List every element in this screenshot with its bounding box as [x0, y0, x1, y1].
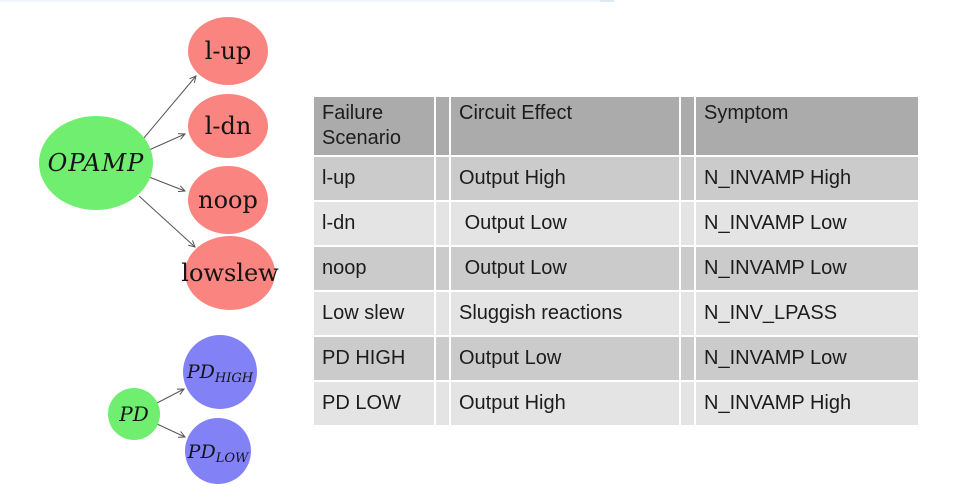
cell-circuit-effect: Output Low	[451, 247, 679, 290]
spacer-cell	[436, 247, 449, 290]
lup-label: l-up	[205, 37, 252, 65]
spacer-cell	[681, 337, 694, 380]
table-row-pdlow: PD LOW Output High N_INVAMP High	[314, 382, 918, 425]
failure-scenario-table: Failure Scenario Circuit Effect Symptom …	[312, 95, 920, 427]
spacer-cell	[436, 382, 449, 425]
ldn-label: l-dn	[205, 112, 252, 140]
opamp-root-node	[39, 116, 153, 210]
header-failure-scenario: Failure Scenario	[314, 97, 434, 155]
table-row-lowslew: Low slew Sluggish reactions N_INV_LPASS	[314, 292, 918, 335]
cell-failure-scenario: l-up	[314, 157, 434, 200]
noop-label: noop	[198, 186, 258, 214]
pdhigh-label: PDHIGH	[186, 361, 254, 386]
arrow-opamp-to-lup	[137, 76, 196, 146]
spacer-cell	[681, 382, 694, 425]
arrow-pd-to-pdlow	[156, 423, 185, 437]
cell-failure-scenario: PD HIGH	[314, 337, 434, 380]
cell-circuit-effect: Sluggish reactions	[451, 292, 679, 335]
opamp-root-label: OPAMP	[48, 149, 145, 177]
cell-circuit-effect: Output Low	[451, 202, 679, 245]
top-divider-line	[0, 0, 600, 2]
header-spacer-cell	[681, 97, 694, 155]
lowslew-node	[185, 236, 275, 310]
pdlow-label: PDLOW	[187, 441, 250, 466]
cell-failure-scenario: l-dn	[314, 202, 434, 245]
noop-node	[188, 166, 268, 234]
cell-circuit-effect: Output High	[451, 382, 679, 425]
header-circuit-effect: Circuit Effect	[451, 97, 679, 155]
cell-symptom: N_INVAMP High	[696, 382, 918, 425]
pd-root-label: PD	[118, 402, 149, 426]
header-symptom: Symptom	[696, 97, 918, 155]
cell-failure-scenario: PD LOW	[314, 382, 434, 425]
lup-node	[188, 17, 268, 85]
spacer-cell	[681, 292, 694, 335]
arrow-opamp-to-ldn	[148, 134, 185, 151]
pdhigh-node	[183, 335, 257, 409]
cell-circuit-effect: Output High	[451, 157, 679, 200]
header-spacer-cell	[436, 97, 449, 155]
spacer-cell	[436, 292, 449, 335]
cell-failure-scenario: noop	[314, 247, 434, 290]
arrow-opamp-to-noop	[148, 176, 185, 191]
spacer-cell	[681, 157, 694, 200]
spacer-cell	[436, 337, 449, 380]
table-row-pdhigh: PD HIGH Output Low N_INVAMP Low	[314, 337, 918, 380]
header-row: Failure Scenario Circuit Effect Symptom	[314, 97, 918, 155]
pd-root-node	[108, 388, 160, 440]
spacer-cell	[436, 157, 449, 200]
cell-symptom: N_INVAMP Low	[696, 247, 918, 290]
fault-tree-diagram: OPAMP l-up l-dn noop lowslew PD PDHIGH P…	[39, 17, 279, 484]
spacer-cell	[681, 247, 694, 290]
spacer-cell	[681, 202, 694, 245]
cell-symptom: N_INVAMP Low	[696, 202, 918, 245]
spacer-cell	[436, 202, 449, 245]
table-row-ldn: l-dn Output Low N_INVAMP Low	[314, 202, 918, 245]
cell-symptom: N_INVAMP High	[696, 157, 918, 200]
table-row-noop: noop Output Low N_INVAMP Low	[314, 247, 918, 290]
arrow-pd-to-pdhigh	[156, 389, 184, 404]
cell-circuit-effect: Output Low	[451, 337, 679, 380]
arrow-opamp-to-lowslew	[138, 195, 195, 247]
ldn-node	[188, 94, 268, 158]
pdlow-node	[185, 418, 251, 484]
cell-failure-scenario: Low slew	[314, 292, 434, 335]
table-row-lup: l-up Output High N_INVAMP High	[314, 157, 918, 200]
lowslew-label: lowslew	[181, 259, 279, 287]
top-divider-line-cap	[600, 0, 614, 2]
cell-symptom: N_INVAMP Low	[696, 337, 918, 380]
cell-symptom: N_INV_LPASS	[696, 292, 918, 335]
